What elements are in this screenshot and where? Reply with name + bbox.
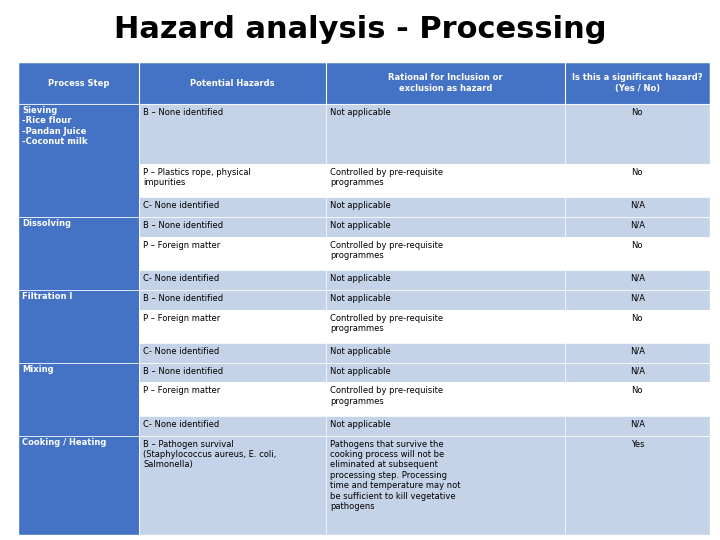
Text: Dissolving: Dissolving [22, 219, 71, 228]
Text: N/A: N/A [630, 274, 645, 283]
Bar [18, 436, 139, 535]
Text: N/A: N/A [630, 221, 645, 230]
Text: No: No [631, 168, 643, 177]
Text: Cooking / Heating: Cooking / Heating [22, 437, 107, 447]
Text: N/A: N/A [630, 420, 645, 429]
Text: P – Plastics rope, physical
impurities: P – Plastics rope, physical impurities [143, 168, 251, 187]
Text: Not applicable: Not applicable [330, 221, 391, 230]
Bar [18, 197, 710, 217]
Bar [18, 436, 710, 535]
Bar [18, 309, 710, 343]
Bar [18, 104, 710, 164]
Text: Controlled by pre-requisite
programmes: Controlled by pre-requisite programmes [330, 241, 443, 260]
Text: N/A: N/A [630, 294, 645, 302]
Text: C- None identified: C- None identified [143, 420, 220, 429]
Bar [18, 62, 710, 535]
Text: Not applicable: Not applicable [330, 274, 391, 283]
Text: No: No [631, 241, 643, 249]
Bar [18, 104, 139, 217]
Bar [18, 270, 710, 289]
Text: C- None identified: C- None identified [143, 274, 220, 283]
Text: Not applicable: Not applicable [330, 347, 391, 356]
Bar [18, 289, 139, 362]
Text: Not applicable: Not applicable [330, 420, 391, 429]
Text: B – None identified: B – None identified [143, 294, 223, 302]
Bar [18, 164, 710, 197]
Bar [18, 362, 139, 436]
Text: Controlled by pre-requisite
programmes: Controlled by pre-requisite programmes [330, 314, 443, 333]
Text: B – None identified: B – None identified [143, 221, 223, 230]
Text: Rational for Inclusion or
exclusion as hazard: Rational for Inclusion or exclusion as h… [388, 73, 503, 93]
Text: Sieving
-Rice flour
-Pandan Juice
-Coconut milk: Sieving -Rice flour -Pandan Juice -Cocon… [22, 106, 88, 146]
Text: Mixing: Mixing [22, 364, 53, 374]
Text: Not applicable: Not applicable [330, 367, 391, 376]
Text: Potential Hazards: Potential Hazards [190, 78, 275, 87]
Text: N/A: N/A [630, 367, 645, 376]
Text: Hazard analysis - Processing: Hazard analysis - Processing [114, 15, 606, 44]
Bar [18, 416, 710, 436]
Text: Yes: Yes [631, 440, 644, 449]
Bar [18, 217, 710, 237]
Text: N/A: N/A [630, 347, 645, 356]
Bar [18, 217, 139, 289]
Text: P – Foreign matter: P – Foreign matter [143, 241, 220, 249]
Text: Is this a significant hazard?
(Yes / No): Is this a significant hazard? (Yes / No) [572, 73, 703, 93]
Bar [18, 343, 710, 362]
Text: Pathogens that survive the
cooking process will not be
eliminated at subsequent
: Pathogens that survive the cooking proce… [330, 440, 461, 511]
Text: No: No [631, 387, 643, 395]
Bar [18, 382, 710, 416]
Text: No: No [631, 314, 643, 322]
Text: P – Foreign matter: P – Foreign matter [143, 387, 220, 395]
Text: Not applicable: Not applicable [330, 201, 391, 210]
Bar [18, 289, 710, 309]
Bar [18, 237, 710, 270]
Text: Not applicable: Not applicable [330, 294, 391, 302]
Bar [18, 362, 710, 382]
Text: No: No [631, 108, 643, 117]
Text: C- None identified: C- None identified [143, 347, 220, 356]
Text: B – None identified: B – None identified [143, 367, 223, 376]
Text: B – None identified: B – None identified [143, 108, 223, 117]
Text: P – Foreign matter: P – Foreign matter [143, 314, 220, 322]
Text: C- None identified: C- None identified [143, 201, 220, 210]
Text: N/A: N/A [630, 201, 645, 210]
Text: Controlled by pre-requisite
programmes: Controlled by pre-requisite programmes [330, 387, 443, 406]
Text: Filtration I: Filtration I [22, 292, 73, 301]
Text: Controlled by pre-requisite
programmes: Controlled by pre-requisite programmes [330, 168, 443, 187]
Text: Process Step: Process Step [48, 78, 109, 87]
Text: B – Pathogen survival
(Staphylococcus aureus, E. coli,
Salmonella): B – Pathogen survival (Staphylococcus au… [143, 440, 276, 469]
Bar [18, 62, 710, 104]
Text: Not applicable: Not applicable [330, 108, 391, 117]
